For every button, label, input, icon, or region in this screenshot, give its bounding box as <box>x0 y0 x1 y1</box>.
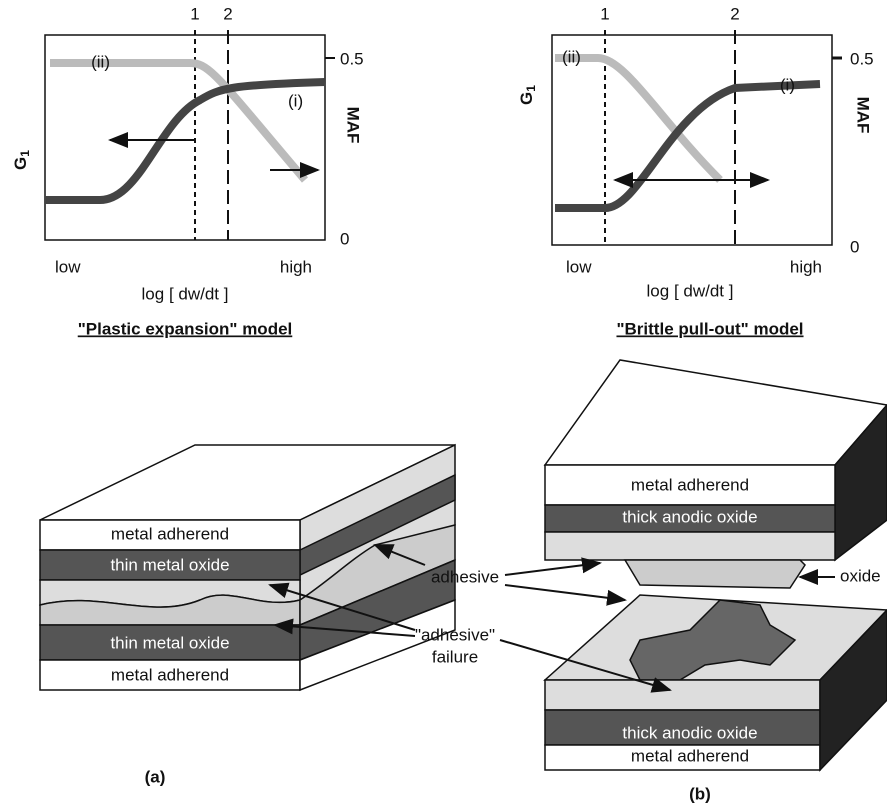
panel-label: (a) <box>145 767 166 786</box>
layer-label: metal adherend <box>631 475 749 494</box>
model-title: "Plastic expansion" model <box>78 319 293 338</box>
y-label: G1 <box>517 85 538 105</box>
layer-label: thin metal oxide <box>110 555 229 574</box>
curve-label: (i) <box>780 75 795 94</box>
curve-label: (ii) <box>91 52 110 71</box>
callout-arrows <box>268 544 835 693</box>
callout: adhesive <box>431 567 499 586</box>
y-label-main: G <box>517 92 536 105</box>
tick-label: 0.5 <box>850 49 874 68</box>
x-low: low <box>566 257 592 276</box>
layer-label: metal adherend <box>111 524 229 543</box>
layer-label: thin metal oxide <box>110 633 229 652</box>
x-high: high <box>790 257 822 276</box>
layer-label: thick anodic oxide <box>622 723 757 742</box>
y2-label: MAF <box>854 97 873 134</box>
tick-label: 0.5 <box>340 49 364 68</box>
model-title: "Brittle pull-out" model <box>616 319 803 338</box>
x-high: high <box>280 257 312 276</box>
x-label: log [ dw/dt ] <box>647 281 734 300</box>
panel-label: (b) <box>689 784 711 803</box>
y2-label: MAF <box>344 107 363 144</box>
callout: "adhesive" <box>415 625 495 644</box>
y-label-sub: 1 <box>524 85 538 92</box>
y-label-sub: 1 <box>18 150 32 157</box>
curve-label: (i) <box>288 91 303 110</box>
marker-label: 1 <box>190 4 199 23</box>
callout: oxide <box>840 566 881 585</box>
marker-label: 1 <box>600 4 609 23</box>
marker-label: 2 <box>223 4 232 23</box>
marker-label: 2 <box>730 4 739 23</box>
graph-b: 1 2 0.5 0 G1 MAF (ii) (i) low high log [… <box>517 4 873 300</box>
y-label-main: G <box>11 157 30 170</box>
stack-a <box>39 443 456 692</box>
tick-label: 0 <box>340 229 349 248</box>
x-low: low <box>55 257 81 276</box>
tick-label: 0 <box>850 237 859 256</box>
stack-b <box>543 359 887 772</box>
layer-label: metal adherend <box>111 665 229 684</box>
x-label: log [ dw/dt ] <box>142 284 229 303</box>
layer-label: metal adherend <box>631 746 749 765</box>
y-label: G1 <box>11 150 32 170</box>
graph-a: 1 2 0.5 0 G1 MAF (ii) (i) low high log [… <box>11 4 363 303</box>
curve-label: (ii) <box>562 47 581 66</box>
callout: failure <box>432 647 478 666</box>
layer-label: thick anodic oxide <box>622 507 757 526</box>
